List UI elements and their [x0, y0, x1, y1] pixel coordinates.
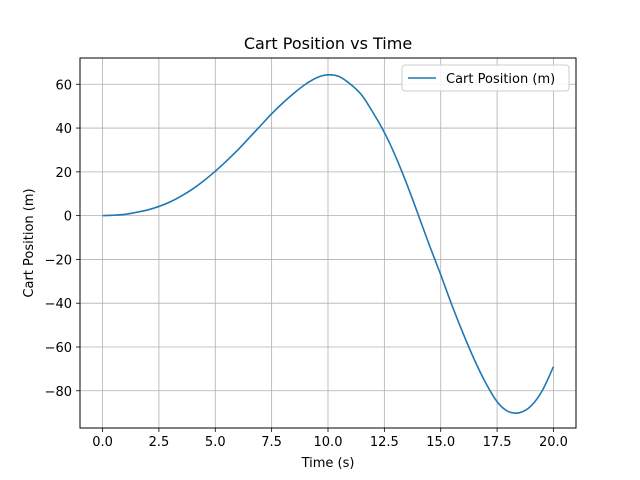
legend: Cart Position (m) [401, 64, 570, 92]
y-tick-label: 60 [55, 78, 72, 93]
x-tick-label: 10.0 [314, 435, 343, 450]
x-tick-label: 5.0 [205, 435, 226, 450]
x-tick-label: 20.0 [539, 435, 568, 450]
x-tick-label: 15.0 [426, 435, 455, 450]
x-tick-label: 7.5 [261, 435, 282, 450]
y-tick-label: −40 [45, 297, 72, 312]
x-tick-label: 12.5 [370, 435, 399, 450]
x-tick-label: 17.5 [483, 435, 512, 450]
y-tick-label: −20 [45, 253, 72, 268]
plot-lines [102, 74, 555, 415]
y-tick-label: 0 [64, 210, 72, 225]
x-tick-label: 2.5 [149, 435, 170, 450]
legend-label: Cart Position (m) [446, 72, 555, 87]
x-axis-title: Time (s) [301, 456, 355, 471]
x-tick-label: 0.0 [92, 435, 113, 450]
y-tick-label: 40 [55, 122, 72, 137]
legend-box [401, 64, 570, 92]
y-tick-label: −60 [45, 341, 72, 356]
y-tick-label: −80 [45, 385, 72, 400]
y-axis-title: Cart Position (m) [22, 188, 37, 297]
series-line-0 [102, 74, 555, 415]
ticks: 0.0 2.5 5.0 7.5 10.0 12.5 15.0 17.5 20.0 60 40 20 0 −… [45, 78, 568, 450]
chart-title: Cart Position vs Time [244, 34, 412, 53]
y-tick-label: 20 [55, 166, 72, 181]
